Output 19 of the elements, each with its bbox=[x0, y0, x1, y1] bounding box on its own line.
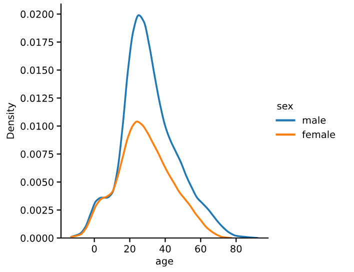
x-tick-label: 60 bbox=[195, 245, 206, 252]
y-tick-label: 0.0025 bbox=[20, 206, 54, 214]
legend-label: female bbox=[302, 130, 336, 138]
y-tick-label: 0.0125 bbox=[20, 94, 54, 102]
y-tick-label: 0.0175 bbox=[20, 38, 54, 46]
y-tick-label: 0.0000 bbox=[20, 234, 54, 242]
y-axis-title: Density bbox=[6, 102, 16, 139]
y-tick-label: 0.0100 bbox=[20, 122, 54, 130]
y-tick-label: 0.0050 bbox=[20, 178, 54, 186]
y-tick-label: 0.0200 bbox=[20, 10, 54, 18]
y-tick-label: 0.0075 bbox=[20, 150, 54, 158]
legend-label: male bbox=[302, 116, 326, 124]
x-tick-label: 20 bbox=[124, 245, 136, 252]
x-tick-label: 0 bbox=[92, 245, 97, 252]
x-tick-label: 80 bbox=[230, 245, 242, 252]
legend-title: sex bbox=[277, 104, 294, 110]
y-tick-label: 0.0150 bbox=[20, 66, 54, 74]
x-tick-label: 40 bbox=[160, 245, 171, 252]
x-axis-title: age bbox=[156, 259, 174, 267]
